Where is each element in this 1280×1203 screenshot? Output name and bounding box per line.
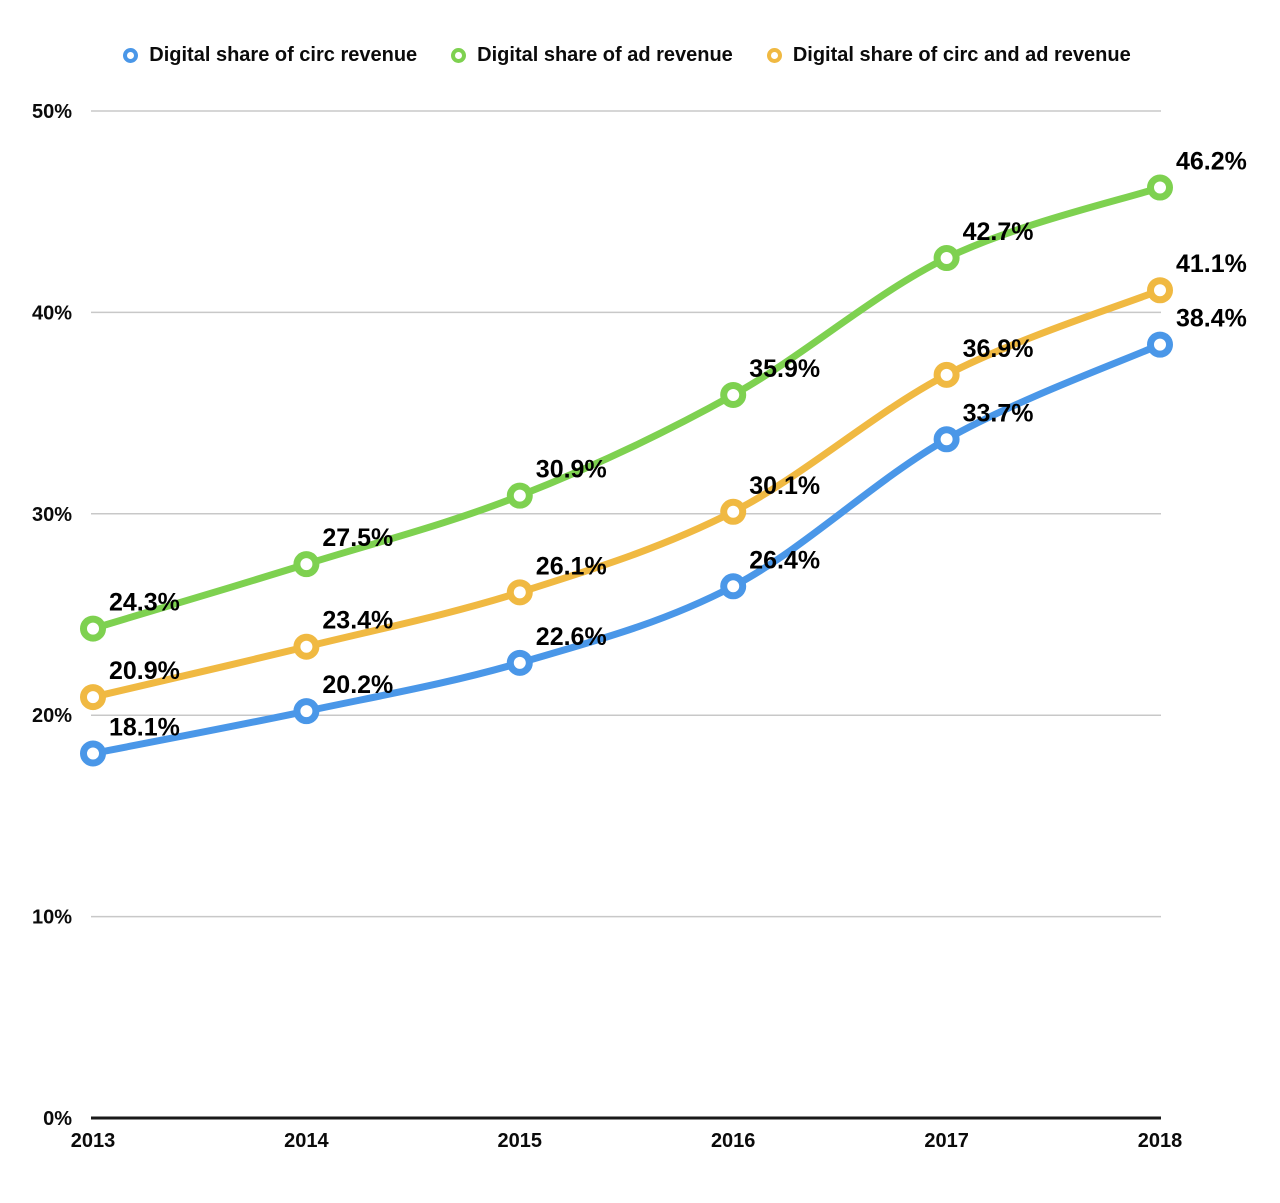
point-label-series0-2017: 33.7%	[963, 399, 1034, 427]
point-label-series1-2017: 42.7%	[963, 218, 1034, 246]
data-point-series1-2014	[293, 551, 320, 578]
x-tick-label-2018: 2018	[1138, 1130, 1183, 1152]
x-tick-label-2016: 2016	[711, 1130, 756, 1152]
data-point-series1-2015	[506, 482, 533, 509]
point-label-series0-2016: 26.4%	[749, 546, 820, 574]
chart-legend: Digital share of circ revenue Digital sh…	[0, 44, 1254, 67]
point-label-series0-2015: 22.6%	[536, 623, 607, 651]
point-label-series2-2018: 41.1%	[1176, 250, 1247, 278]
legend-label-circ-and-ad-revenue: Digital share of circ and ad revenue	[792, 44, 1131, 66]
point-label-series2-2015: 26.1%	[536, 552, 607, 580]
x-tick-label-2015: 2015	[498, 1130, 543, 1152]
point-label-series1-2016: 35.9%	[749, 355, 820, 383]
data-point-series2-2013	[80, 684, 106, 711]
data-point-series2-2018	[1147, 277, 1173, 304]
legend-item-circ-and-ad-revenue: Digital share of circ and ad revenue	[766, 44, 1131, 67]
point-label-series2-2014: 23.4%	[322, 607, 393, 635]
y-tick-label-30%: 30%	[32, 504, 72, 526]
data-point-series1-2018	[1147, 174, 1173, 201]
legend-item-ad-revenue: Digital share of ad revenue	[451, 44, 733, 67]
circ-and-ad-revenue-ring-icon	[766, 48, 782, 63]
data-point-series0-2014	[293, 698, 320, 725]
legend-label-ad-revenue: Digital share of ad revenue	[477, 44, 733, 66]
data-point-series1-2013	[80, 615, 106, 642]
data-point-series0-2013	[80, 740, 106, 767]
point-label-series1-2014: 27.5%	[322, 524, 393, 552]
series-line-1	[89, 184, 1164, 633]
point-label-series1-2018: 46.2%	[1176, 148, 1247, 176]
data-point-series1-2016	[720, 381, 747, 408]
data-point-series2-2017	[933, 361, 960, 388]
ad-revenue-ring-icon	[451, 48, 467, 63]
data-point-series0-2015	[506, 649, 533, 676]
point-label-series2-2016: 30.1%	[749, 472, 820, 500]
point-label-series0-2018: 38.4%	[1176, 305, 1247, 333]
x-tick-label-2017: 2017	[924, 1130, 969, 1152]
point-label-series1-2013: 24.3%	[109, 589, 180, 617]
y-tick-label-20%: 20%	[32, 705, 72, 727]
x-tick-label-2014: 2014	[284, 1130, 329, 1152]
y-tick-label-10%: 10%	[32, 907, 72, 929]
series-line-0	[89, 341, 1164, 757]
data-point-series2-2015	[506, 579, 533, 606]
data-point-series1-2017	[933, 245, 960, 272]
y-tick-label-40%: 40%	[32, 302, 72, 324]
point-label-series2-2017: 36.9%	[963, 335, 1034, 363]
data-point-series2-2014	[293, 633, 320, 660]
y-tick-label-50%: 50%	[32, 101, 72, 123]
circ-revenue-ring-icon	[123, 48, 139, 63]
data-point-series0-2016	[720, 573, 747, 600]
data-point-series0-2017	[933, 426, 960, 453]
data-point-series2-2016	[720, 498, 747, 525]
point-label-series1-2015: 30.9%	[536, 456, 607, 484]
point-label-series2-2013: 20.9%	[109, 657, 180, 685]
point-label-series0-2013: 18.1%	[109, 713, 180, 741]
y-tick-label-0%: 0%	[43, 1108, 72, 1130]
legend-label-circ-revenue: Digital share of circ revenue	[149, 44, 418, 66]
data-point-series0-2018	[1147, 331, 1173, 358]
legend-item-circ-revenue: Digital share of circ revenue	[123, 44, 417, 67]
series-line-2	[89, 286, 1164, 701]
point-label-series0-2014: 20.2%	[322, 671, 393, 699]
x-tick-label-2013: 2013	[71, 1130, 116, 1152]
